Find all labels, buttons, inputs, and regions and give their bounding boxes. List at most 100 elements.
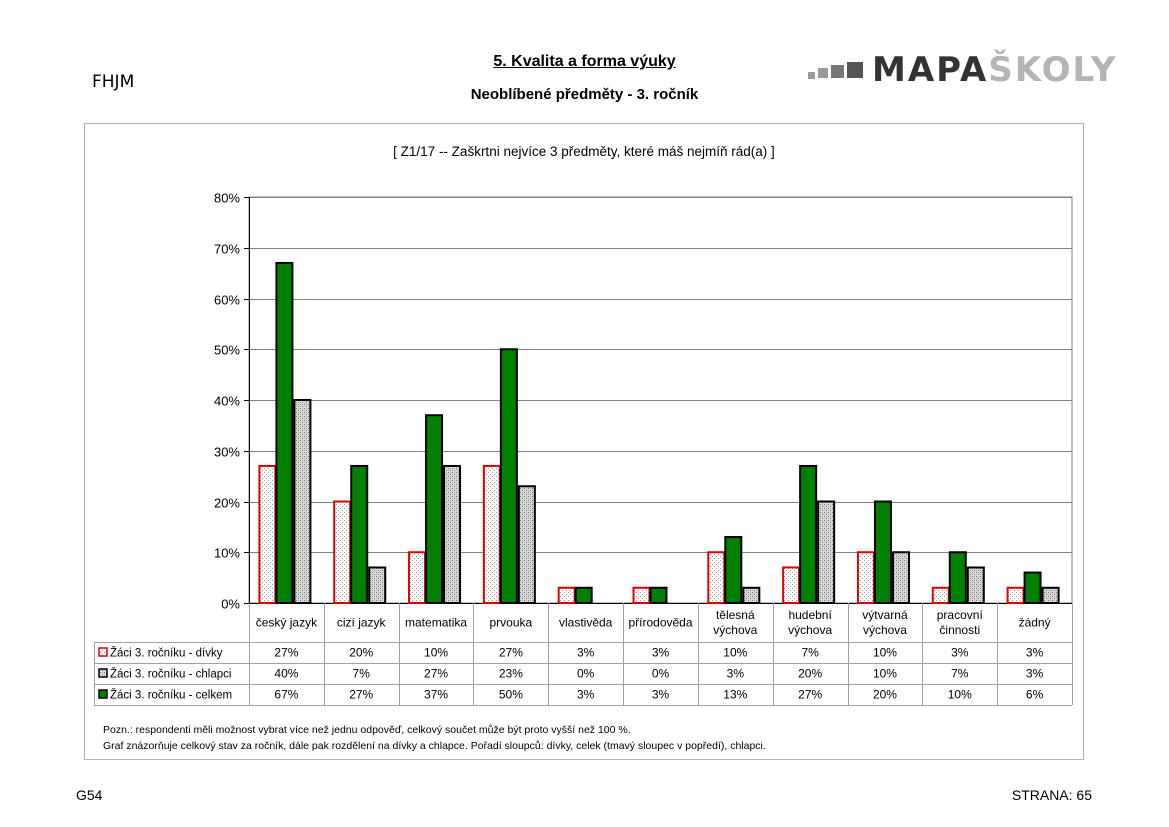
bar-celkem [425, 414, 444, 604]
data-label: 3% [577, 688, 595, 702]
data-label: 27% [274, 646, 298, 660]
x-tick-label: vlastivěda [559, 616, 613, 630]
bar-celkem [873, 500, 892, 604]
data-label: 13% [723, 688, 747, 702]
data-label: 27% [798, 688, 822, 702]
y-tick-label: 60% [214, 293, 240, 308]
bar-divky [782, 566, 801, 604]
bar-celkem [799, 464, 818, 604]
bar-chlapci [966, 566, 985, 604]
data-label: 3% [652, 688, 670, 702]
logo-text: MAPAŠKOLY [872, 50, 1118, 90]
data-label: 20% [873, 688, 897, 702]
bar-chlapci [368, 566, 387, 604]
data-label: 7% [951, 667, 969, 681]
data-label: 0% [577, 667, 595, 681]
x-tick-label: výchova [788, 623, 832, 637]
data-label: 27% [424, 667, 448, 681]
bar-celkem [499, 348, 518, 604]
page-code: G54 [76, 787, 103, 803]
mapa-skoly-logo: MAPAŠKOLY [808, 52, 1117, 88]
data-label: 20% [798, 667, 822, 681]
bar-divky [408, 551, 427, 604]
bar-celkem [948, 551, 967, 604]
y-tick-label: 50% [214, 343, 240, 358]
legend-label: Žáci 3. ročníku - celkem [110, 689, 232, 702]
chart-title: [ Z1/17 -- Zaškrtni nejvíce 3 předměty, … [393, 144, 775, 159]
data-label: 27% [499, 646, 523, 660]
data-label: 67% [274, 688, 298, 702]
y-tick-label: 70% [214, 242, 240, 257]
x-tick-label: tělesná [716, 608, 755, 622]
bar-divky [557, 586, 576, 605]
bar-divky [856, 551, 875, 604]
bar-celkem [574, 586, 593, 605]
bar-celkem [1023, 571, 1042, 604]
data-label: 3% [577, 646, 595, 660]
note-line-1: Pozn.: respondenti měli možnost vybrat v… [103, 724, 631, 736]
note-line-2: Graf znázorňuje celkový stav za ročník, … [103, 740, 766, 752]
data-label: 50% [499, 688, 523, 702]
y-tick-label: 80% [214, 191, 240, 206]
bar-chlapci [817, 500, 836, 604]
data-label: 37% [424, 688, 448, 702]
x-tick-label: matematika [405, 616, 467, 630]
bar-chlapci [891, 551, 910, 604]
legend-label: Žáci 3. ročníku - dívky [110, 647, 223, 660]
data-label: 3% [951, 646, 969, 660]
bar-divky [707, 551, 726, 604]
school-code: FHJM [92, 72, 135, 92]
bar-chlapci [517, 485, 536, 604]
y-tick-label: 0% [221, 597, 240, 612]
bar-divky [931, 586, 950, 605]
x-tick-label: hudební [788, 608, 832, 622]
bar-divky [258, 464, 277, 604]
data-label: 10% [873, 667, 897, 681]
x-tick-label: žádný [1019, 616, 1051, 630]
data-label: 3% [1026, 646, 1044, 660]
bar-chlapci [742, 586, 761, 605]
bar-chlapci [1041, 586, 1060, 605]
page-number: STRANA: 65 [1011, 787, 1092, 803]
data-label: 6% [1026, 688, 1044, 702]
y-tick-label: 40% [214, 394, 240, 409]
x-tick-label: pracovní [937, 608, 984, 622]
bar-celkem [724, 536, 743, 605]
y-tick-label: 30% [214, 445, 240, 460]
x-tick-label: český jazyk [256, 616, 318, 630]
page-subtitle: Neoblíbené předměty - 3. ročník [470, 86, 699, 103]
bar-divky [632, 586, 651, 605]
chart-note: Pozn.: respondenti měli možnost vybrat v… [103, 722, 766, 754]
data-label: 10% [873, 646, 897, 660]
page-title: 5. Kvalita a forma výuky [493, 53, 676, 70]
chart-frame [84, 123, 1084, 760]
data-label: 20% [349, 646, 373, 660]
data-label: 3% [652, 646, 670, 660]
bar-celkem [350, 464, 369, 604]
data-label: 0% [652, 667, 670, 681]
legend-swatch [98, 689, 108, 699]
bar-divky [1006, 586, 1025, 605]
data-label: 40% [274, 667, 298, 681]
data-label: 10% [948, 688, 972, 702]
x-tick-label: cizí jazyk [337, 616, 387, 630]
y-tick-label: 20% [214, 496, 240, 511]
bar-divky [333, 500, 352, 604]
x-tick-label: činnosti [939, 623, 980, 637]
data-label: 3% [1026, 667, 1044, 681]
data-label: 10% [424, 646, 448, 660]
x-tick-label: výchova [713, 623, 757, 637]
bar-celkem [649, 586, 668, 605]
bar-chlapci [293, 399, 312, 604]
x-tick-label: výchova [863, 623, 907, 637]
bar-chlapci [443, 464, 462, 604]
data-label: 10% [723, 646, 747, 660]
legend-swatch [98, 647, 108, 657]
x-tick-label: přírodověda [628, 616, 692, 630]
data-label: 3% [727, 667, 745, 681]
x-tick-label: výtvarná [862, 608, 908, 622]
data-label: 23% [499, 667, 523, 681]
data-label: 27% [349, 688, 373, 702]
data-label: 7% [353, 667, 371, 681]
bar-divky [482, 464, 501, 604]
